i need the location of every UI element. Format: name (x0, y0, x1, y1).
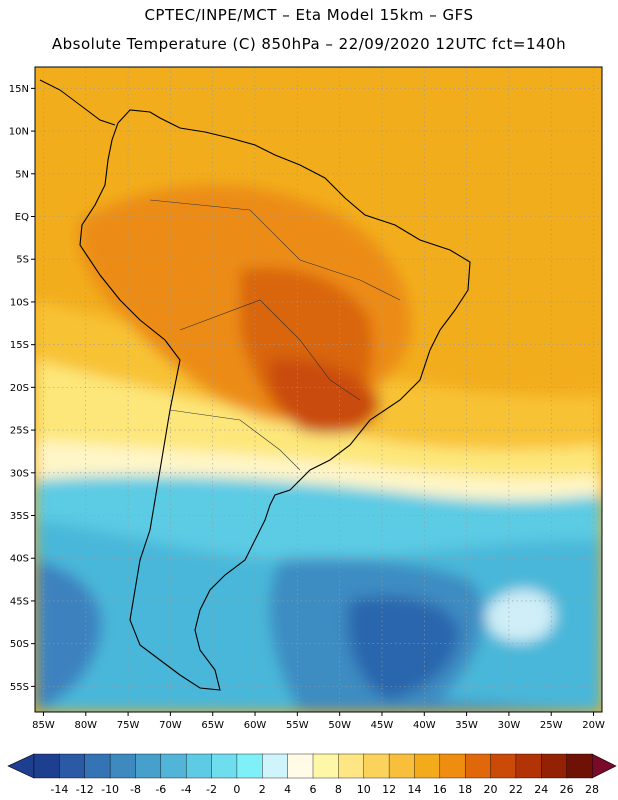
colorbar-tick-label: -14 (50, 783, 68, 796)
lon-label: 40W (413, 720, 436, 731)
graticule (35, 67, 602, 712)
chart-title: CPTEC/INPE/MCT – Eta Model 15km – GFS (144, 6, 474, 24)
lon-label: 55W (286, 720, 309, 731)
colorbar-tick-label: 16 (433, 783, 447, 796)
lon-label: 70W (159, 720, 182, 731)
lat-label: 30S (10, 468, 29, 479)
colorbar-tick-label: 26 (560, 783, 574, 796)
colorbar-tick-label: -12 (76, 783, 94, 796)
colorbar-tick-label: 4 (284, 783, 291, 796)
lat-label: 25S (10, 426, 29, 437)
lat-label: 45S (10, 596, 29, 607)
colorbar-tick-label: 0 (233, 783, 240, 796)
colorbar-swatch (287, 753, 314, 779)
colorbar-swatch (236, 753, 263, 779)
lat-label: 5N (15, 169, 29, 180)
colorbar-tick-label: 2 (259, 783, 266, 796)
colorbar-tick-label: 10 (357, 783, 371, 796)
colorbar-tick-label: 28 (585, 783, 599, 796)
colorbar-swatch (262, 753, 289, 779)
colorbar-swatch (414, 753, 441, 779)
colorbar-tick-label: 6 (310, 783, 317, 796)
colorbar-tick-label: -6 (155, 783, 166, 796)
south-america-coastline (79, 109, 471, 691)
lon-label: 45W (371, 720, 394, 731)
lat-label: 50S (10, 639, 29, 650)
colorbar-swatch (388, 753, 416, 779)
lon-label: 50W (328, 720, 351, 731)
colorbar-tick-label: -8 (130, 783, 141, 796)
colorbar-swatch (135, 753, 162, 779)
longitude-labels: 85W 80W 75W 70W 65W 60W 55W 50W 45W 40W 35W 30W 25W 2… (32, 712, 605, 731)
zone-pacific-cold (35, 560, 102, 712)
lat-label: 10S (10, 297, 29, 308)
colorbar-tick-label: 12 (382, 783, 396, 796)
colorbar-swatch (490, 753, 517, 779)
colorbar-over-arrow (591, 753, 617, 779)
colorbar-swatch (338, 753, 365, 779)
colorbar-tick-label: -4 (181, 783, 192, 796)
lon-label: 35W (455, 720, 478, 731)
colorbar-tick-label: 24 (534, 783, 548, 796)
colorbar-swatch (84, 753, 111, 779)
border-line-3 (169, 409, 301, 471)
colorbar-swatch (439, 753, 466, 779)
colorbar-tick-label: -2 (206, 783, 217, 796)
lon-label: 25W (540, 720, 563, 731)
colorbar-tick-label: 8 (335, 783, 342, 796)
chart-subtitle: Absolute Temperature (C) 850hPa – 22/09/… (51, 35, 567, 53)
colorbar-tick-label: 14 (407, 783, 421, 796)
colorbar-swatch (363, 753, 390, 779)
border-line-1 (149, 199, 401, 301)
lon-label: 30W (498, 720, 521, 731)
lon-label: 75W (117, 720, 140, 731)
zone-coldest-ocean (347, 596, 460, 700)
colorbar-swatch (33, 753, 60, 779)
colorbar-swatch (59, 753, 86, 779)
coastlines (39, 79, 471, 691)
lat-label: 15N (9, 84, 29, 95)
map-frame (34, 66, 603, 713)
lat-label: 15S (10, 340, 29, 351)
lat-label: 10N (9, 127, 29, 138)
colorbar-tick-label: 22 (509, 783, 523, 796)
lat-label: 20S (10, 383, 29, 394)
latitude-labels: 15N 10N 5N EQ 5S 10S 15S 20S 25S 30S 35S 40S 45S 50S 5… (9, 84, 35, 693)
zone-hottest (269, 359, 380, 434)
colorbar-swatch (211, 753, 238, 779)
colorbar-swatch (109, 753, 137, 779)
lon-label: 60W (244, 720, 267, 731)
colorbar-tick-label: 18 (458, 783, 472, 796)
central-america-coastline (39, 79, 116, 126)
zone-light-yellow (35, 360, 602, 480)
lat-label: 40S (10, 554, 29, 565)
colorbar: -14 -12 -10 -8 -6 -4 -2 0 2 4 6 8 10 12 14 16 18 20 22 24 26… (7, 753, 617, 796)
colorbar-under-arrow (7, 753, 35, 779)
lat-label: 35S (10, 511, 29, 522)
lon-label: 85W (32, 720, 55, 731)
lat-label: 5S (16, 255, 29, 266)
colorbar-tick-label: 20 (484, 783, 498, 796)
colorbar-swatch (312, 753, 339, 779)
colorbar-swatch (515, 753, 542, 779)
border-line-2 (179, 299, 361, 401)
lon-label: 65W (201, 720, 224, 731)
colorbar-swatch (566, 753, 593, 779)
lat-label: EQ (15, 212, 29, 223)
colorbar-tick-label: -10 (101, 783, 119, 796)
colorbar-swatch (541, 753, 568, 779)
zone-cyclone-swirl (485, 589, 555, 643)
colorbar-swatch (464, 753, 492, 779)
temperature-field (35, 67, 602, 712)
colorbar-swatch (185, 753, 213, 779)
lon-label: 80W (74, 720, 97, 731)
colorbar-swatch (160, 753, 187, 779)
lon-label: 20W (582, 720, 605, 731)
lat-label: 55S (10, 682, 29, 693)
